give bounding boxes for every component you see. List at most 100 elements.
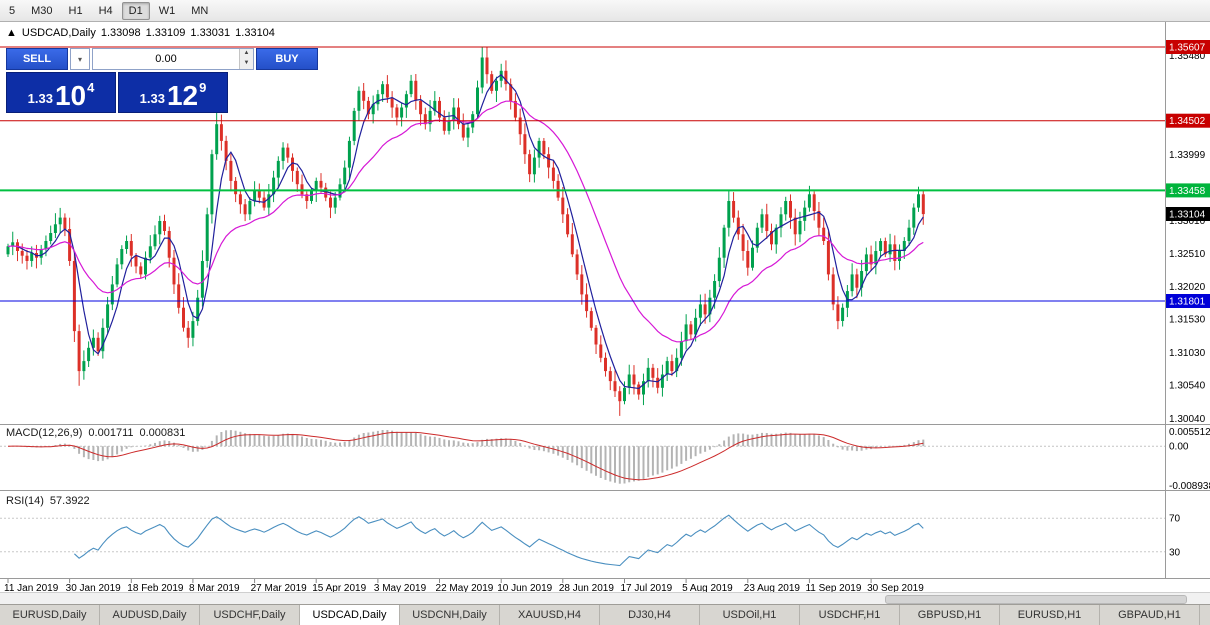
timeframe-button-M30[interactable]: M30	[31, 4, 53, 17]
price-tag: 1.34502	[1166, 113, 1210, 128]
svg-text:1.34502: 1.34502	[1169, 116, 1206, 127]
price-tick-label: 1.35480	[1169, 51, 1206, 62]
timeframe-button-MN[interactable]: MN	[191, 4, 209, 17]
rsi-label: RSI(14)	[6, 495, 44, 507]
ask-pipette: 9	[199, 80, 207, 95]
svg-text:30: 30	[1169, 547, 1181, 558]
ohlc-close: 1.33104	[235, 27, 275, 39]
date-label: 3 May 2019	[374, 583, 427, 592]
price-tick-label: 1.31530	[1169, 315, 1206, 326]
chart-tab-EURUSD-H1[interactable]: EURUSD,H1	[1000, 605, 1100, 625]
stepper-up-icon[interactable]: ▲	[240, 49, 253, 59]
time-axis: 11 Jan 2019 30 Jan 2019 18 Feb 2019 8 Mar 2…	[4, 579, 924, 592]
price-tag: 1.33458	[1166, 183, 1210, 198]
rsi-indicator-header: RSI(14) 57.3922	[6, 495, 96, 507]
bid-price-display[interactable]: 1.33 10 4	[6, 72, 116, 113]
chart-tab-USDJP[interactable]: USDJP	[1200, 605, 1210, 625]
price-tick-label: 1.30540	[1169, 381, 1206, 392]
timeframe-button-H4[interactable]: H4	[98, 4, 113, 17]
hscrollbar-thumb[interactable]	[885, 595, 1187, 604]
svg-text:1.31801: 1.31801	[1169, 297, 1206, 308]
moving-average-lines	[7, 73, 924, 390]
chart-hscrollbar[interactable]	[0, 592, 1210, 604]
rsi-value: 57.3922	[49, 495, 90, 507]
macd-signal-value: 0.000831	[139, 427, 186, 439]
order-type-dropdown[interactable]: ▾	[70, 48, 90, 70]
date-label: 27 Mar 2019	[251, 583, 308, 592]
date-label: 11 Sep 2019	[805, 583, 861, 592]
buy-button[interactable]: BUY	[256, 48, 318, 70]
date-label: 17 Jul 2019	[620, 583, 672, 592]
timeframe-button-H1[interactable]: H1	[68, 4, 83, 17]
chart-tab-USDCAD-Daily[interactable]: USDCAD,Daily	[300, 605, 400, 625]
timeframe-toolbar: 5 M30 H1 H4 D1 W1 MN	[0, 0, 1210, 22]
macd-main-value: 0.001711	[88, 427, 134, 439]
chart-tab-USDCNH-Daily[interactable]: USDCNH,Daily	[400, 605, 500, 625]
svg-text:1.33104: 1.33104	[1169, 210, 1206, 221]
price-tick-label: 1.31030	[1169, 348, 1206, 359]
chevron-down-icon: ▾	[77, 54, 82, 64]
date-label: 28 Jun 2019	[559, 583, 614, 592]
price-tag: 1.31801	[1166, 294, 1210, 308]
date-label: 22 May 2019	[436, 583, 494, 592]
macd-pane: 0.005512 0.00 -0.008938	[0, 427, 1210, 492]
chart-window: 1.35480 1.33999 1.33010 1.32510 1.32020 1.315…	[0, 22, 1210, 592]
stepper-down-icon[interactable]: ▼	[240, 59, 253, 69]
rsi-pane: 70 30	[0, 514, 1181, 567]
bid-prefix: 1.33	[27, 91, 53, 106]
date-label: 5 Aug 2019	[682, 583, 733, 592]
ask-big-digits: 12	[166, 80, 199, 112]
price-axis: 1.35480 1.33999 1.33010 1.32510 1.32020 1.315…	[1166, 40, 1210, 425]
price-tick-label: 1.32020	[1169, 282, 1206, 293]
chart-ohlc-header: ▲ USDCAD,Daily 1.33098 1.33109 1.33031 1.3310…	[6, 27, 280, 39]
lot-size-stepper: ▲ ▼	[239, 49, 253, 69]
svg-text:-0.008938: -0.008938	[1169, 481, 1210, 492]
lot-size-input[interactable]	[93, 49, 239, 69]
macd-indicator-header: MACD(12,26,9) 0.001711 0.000831	[6, 427, 191, 439]
chart-tab-USDCHF-H1[interactable]: USDCHF,H1	[800, 605, 900, 625]
date-label: 30 Sep 2019	[867, 583, 924, 592]
chart-title: USDCAD,Daily	[21, 27, 96, 39]
date-label: 30 Jan 2019	[66, 583, 121, 592]
ohlc-low: 1.33031	[190, 27, 231, 39]
collapse-arrow-icon[interactable]: ▲	[6, 27, 17, 39]
pane-separators	[0, 22, 1210, 579]
chart-tab-EURUSD-Daily[interactable]: EURUSD,Daily	[0, 605, 100, 625]
date-label: 11 Jan 2019	[4, 583, 59, 592]
candlestick-series	[6, 46, 925, 416]
horizontal-level-lines	[0, 46, 1165, 302]
timeframe-button-W1[interactable]: W1	[158, 4, 176, 17]
chart-tab-GBPAUD-H1[interactable]: GBPAUD,H1	[1100, 605, 1200, 625]
lot-size-field: ▲ ▼	[92, 48, 254, 70]
chart-tab-XAUUSD-H4[interactable]: XAUUSD,H4	[500, 605, 600, 625]
timeframe-button-5[interactable]: 5	[9, 4, 16, 17]
chart-tab-USDOil-H1[interactable]: USDOil,H1	[700, 605, 800, 625]
svg-text:0.00: 0.00	[1169, 442, 1189, 453]
date-label: 8 Mar 2019	[189, 583, 240, 592]
sell-button[interactable]: SELL	[6, 48, 68, 70]
svg-text:0.005512: 0.005512	[1169, 427, 1210, 438]
chart-tab-GBPUSD-H1[interactable]: GBPUSD,H1	[900, 605, 1000, 625]
bid-pipette: 4	[87, 80, 95, 95]
bid-big-digits: 10	[54, 80, 87, 112]
price-tag: 1.35607	[1166, 40, 1210, 54]
ohlc-open: 1.33098	[100, 27, 141, 39]
chart-canvas[interactable]: 1.35480 1.33999 1.33010 1.32510 1.32020 1.315…	[0, 22, 1210, 592]
ohlc-high: 1.33109	[145, 27, 186, 39]
price-tick-label: 1.32510	[1169, 249, 1206, 260]
svg-text:70: 70	[1169, 514, 1181, 525]
date-label: 23 Aug 2019	[744, 583, 801, 592]
timeframe-button-D1[interactable]: D1	[121, 1, 150, 20]
chart-tab-AUDUSD-Daily[interactable]: AUDUSD,Daily	[100, 605, 200, 625]
chart-tab-USDCHF-Daily[interactable]: USDCHF,Daily	[200, 605, 300, 625]
svg-text:1.35607: 1.35607	[1169, 43, 1206, 54]
price-tick-label: 1.33999	[1169, 150, 1206, 161]
price-tick-label: 1.33010	[1169, 216, 1206, 227]
svg-text:1.33458: 1.33458	[1169, 186, 1206, 197]
price-tick-label: 1.30040	[1169, 414, 1206, 425]
ask-price-display[interactable]: 1.33 12 9	[118, 72, 228, 113]
one-click-trade-panel: SELL ▾ ▲ ▼ BUY 1.33 10 4 1.3	[6, 48, 318, 113]
price-tag: 1.33104	[1166, 207, 1210, 221]
chart-tab-DJ30-H4[interactable]: DJ30,H4	[600, 605, 700, 625]
